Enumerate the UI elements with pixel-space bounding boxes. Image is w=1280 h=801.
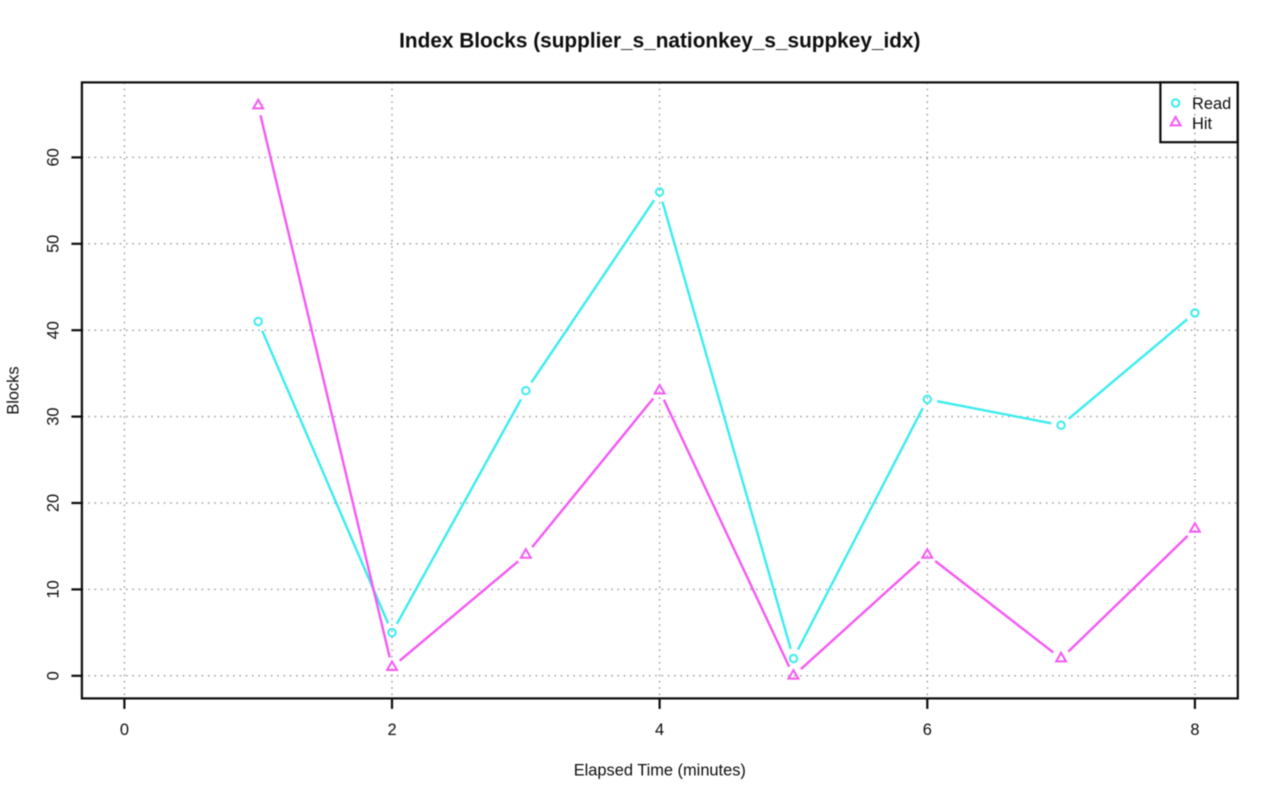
svg-text:0: 0	[120, 721, 129, 739]
svg-text:50: 50	[45, 235, 63, 253]
svg-text:30: 30	[45, 407, 63, 425]
svg-text:6: 6	[923, 721, 932, 739]
svg-text:10: 10	[45, 580, 63, 598]
svg-text:0: 0	[45, 671, 63, 680]
svg-text:Elapsed Time (minutes): Elapsed Time (minutes)	[574, 761, 746, 779]
svg-text:40: 40	[45, 321, 63, 339]
svg-text:60: 60	[45, 148, 63, 166]
svg-text:8: 8	[1190, 721, 1199, 739]
svg-text:Index Blocks (supplier_s_natio: Index Blocks (supplier_s_nationkey_s_sup…	[399, 30, 920, 53]
svg-text:20: 20	[45, 494, 63, 512]
svg-text:2: 2	[387, 721, 396, 739]
svg-text:Read: Read	[1192, 95, 1231, 113]
svg-text:4: 4	[655, 721, 664, 739]
svg-text:Blocks: Blocks	[5, 366, 23, 414]
svg-text:Hit: Hit	[1192, 115, 1212, 133]
